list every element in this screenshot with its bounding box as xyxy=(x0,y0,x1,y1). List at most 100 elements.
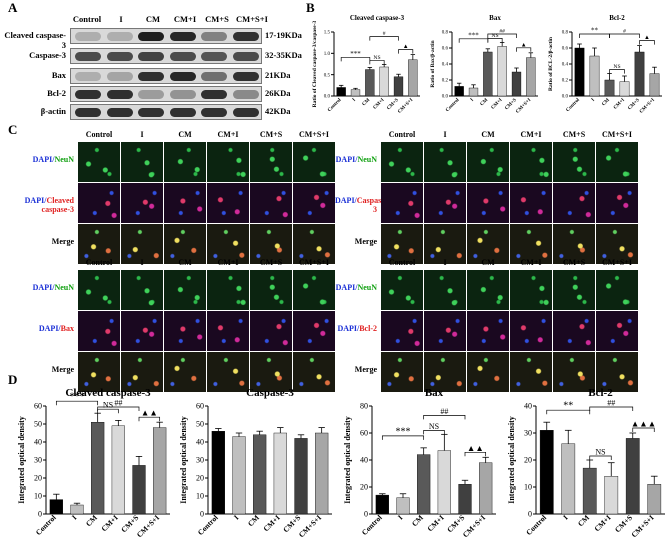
chart-d-bcl-2: Bcl-2 Integrated optical density 0 10 20 30 40… xyxy=(507,387,665,539)
significance-bracket xyxy=(340,57,371,62)
bar xyxy=(619,81,630,97)
significance-label: ▲▲▲ xyxy=(631,419,656,429)
if-image-tile xyxy=(381,311,423,351)
significance-bracket xyxy=(423,415,466,420)
bar xyxy=(458,484,472,515)
y-tick-label: 0.2 xyxy=(562,79,569,84)
y-tick-label: 30 xyxy=(196,456,204,465)
wb-kda: 32-35KDa xyxy=(265,50,302,60)
wb-strip xyxy=(70,86,262,102)
if-image-tile xyxy=(293,224,335,264)
if-image-tile xyxy=(596,352,638,392)
y-tick-label: 20 xyxy=(524,456,532,465)
western-blot-panel: Control I CM CM+I CM+S CM+S+I Cleaved ca… xyxy=(0,0,305,122)
if-row-label: DAPI/NeuN xyxy=(32,155,74,164)
if-panel-cleaved-caspase-3: Control I CM CM+I CM+S CM+S+I DAPI/NeuN DAPI/Cl… xyxy=(0,130,335,264)
bar xyxy=(561,443,576,515)
if-image-tile xyxy=(207,142,249,182)
chart-d-caspase-3: Caspase-3 Integrated optical density 0 10 20… xyxy=(179,387,332,539)
significance-label: ## xyxy=(499,29,505,35)
if-col-label: Control xyxy=(85,258,113,267)
if-col-label: I xyxy=(443,130,447,139)
if-col-label: CM+S xyxy=(562,258,586,267)
if-image-tile xyxy=(78,224,120,264)
wb-strip xyxy=(70,104,262,120)
if-image-tile xyxy=(467,224,509,264)
y-tick-label: 0 xyxy=(364,510,368,519)
if-image-tile xyxy=(467,270,509,310)
y-tick-label: 20 xyxy=(34,474,42,483)
if-image-tile xyxy=(207,183,249,223)
if-image-tile xyxy=(293,352,335,392)
significance-bracket xyxy=(546,409,591,415)
x-tick-label: CM+S+I xyxy=(135,513,161,539)
significance-bracket xyxy=(639,40,655,45)
if-image-tile xyxy=(510,183,552,223)
chart-b-cleaved-caspase-3: Cleaved caspase-3 Ratio of Cleaved caspas… xyxy=(312,14,420,115)
if-image-tile xyxy=(121,311,163,351)
significance-label: ## xyxy=(114,399,122,408)
bar xyxy=(454,86,464,97)
wb-band xyxy=(75,52,101,61)
significance-bracket xyxy=(487,33,517,38)
wb-kda: 17-19KDa xyxy=(265,30,302,40)
wb-band xyxy=(106,72,133,81)
if-row-label: Merge xyxy=(51,365,74,374)
if-row-label: Merge xyxy=(51,237,74,246)
wb-band xyxy=(201,108,227,117)
significance-label: ▲ xyxy=(521,42,527,48)
x-tick-label: I xyxy=(232,513,240,521)
if-image-tile xyxy=(164,352,206,392)
chart-d-cleaved-caspase-3: Cleaved caspase-3 Integrated optical dens… xyxy=(17,387,170,539)
chart-title: Bax xyxy=(489,14,501,22)
if-col-label: I xyxy=(443,258,447,267)
if-col-label: CM xyxy=(178,130,192,139)
y-tick-label: 80 xyxy=(360,402,368,411)
significance-label: NS xyxy=(429,422,439,431)
bar xyxy=(483,51,493,97)
chart-title: Cleaved caspase-3 xyxy=(350,14,405,22)
significance-bracket xyxy=(369,60,385,65)
x-tick-label: CM+S+I xyxy=(297,513,323,539)
wb-band xyxy=(169,72,196,81)
significance-label: ## xyxy=(440,407,448,416)
bar xyxy=(511,71,522,97)
if-image-tile xyxy=(293,270,335,310)
y-tick-label: 20 xyxy=(196,474,204,483)
if-col-label: CM+S+I xyxy=(298,130,329,139)
if-col-label: Control xyxy=(85,130,113,139)
y-tick-label: 0.2 xyxy=(442,79,449,84)
bar xyxy=(111,425,125,515)
bar xyxy=(350,89,361,97)
significance-label: ▲ xyxy=(644,35,650,41)
if-image-tile xyxy=(596,224,638,264)
if-image-tile xyxy=(164,311,206,351)
if-image-tile xyxy=(596,311,638,351)
x-tick-label: CM+S+I xyxy=(461,513,487,539)
if-col-label: CM xyxy=(481,130,495,139)
if-image-tile xyxy=(250,270,292,310)
significance-bracket xyxy=(138,416,161,422)
if-image-tile xyxy=(467,352,509,392)
significance-bracket xyxy=(97,408,119,414)
significance-label: *** xyxy=(396,426,411,437)
if-image-tile xyxy=(596,270,638,310)
bar xyxy=(365,69,375,97)
significance-label: # xyxy=(623,29,626,35)
bar xyxy=(49,499,63,515)
if-image-tile xyxy=(467,142,509,182)
if-image-tile xyxy=(293,142,335,182)
wb-band xyxy=(201,52,227,61)
x-tick-label: Control xyxy=(566,97,582,113)
significance-bracket xyxy=(398,49,414,54)
y-tick-label: 0.6 xyxy=(562,47,569,52)
y-tick-label: 60 xyxy=(196,402,204,411)
x-tick-label: Control xyxy=(445,97,461,113)
bar xyxy=(408,59,418,97)
if-image-tile xyxy=(510,311,552,351)
bar xyxy=(539,430,554,515)
y-tick-label: 50 xyxy=(34,420,42,429)
if-image-tile xyxy=(250,311,292,351)
if-image-tile xyxy=(121,270,163,310)
